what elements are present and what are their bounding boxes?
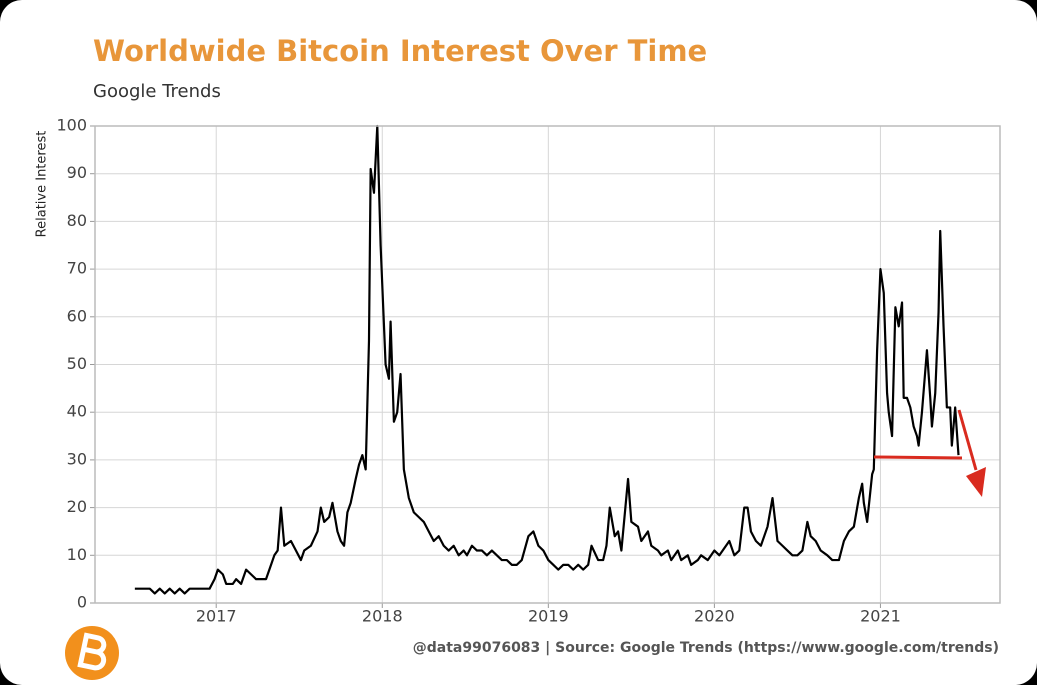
x-tick-label: 2017 xyxy=(196,607,237,626)
support-line xyxy=(873,455,963,460)
arrow-head xyxy=(966,467,986,497)
y-tick-label: 20 xyxy=(67,497,87,516)
x-tick-label: 2021 xyxy=(860,607,901,626)
plot xyxy=(134,124,960,595)
x-tick-label: 2019 xyxy=(528,607,569,626)
bitcoin-logo xyxy=(65,626,119,680)
y-tick-label: 80 xyxy=(67,211,87,230)
plot-frame xyxy=(94,125,1001,604)
y-tick-label: 30 xyxy=(67,449,87,468)
logo-glyph xyxy=(77,632,107,671)
y-tick-label: 90 xyxy=(67,163,87,182)
y-tick-label: 60 xyxy=(67,306,87,325)
x-tick-label: 2018 xyxy=(362,607,403,626)
y-tick-label: 50 xyxy=(67,354,87,373)
chart-subtitle: Google Trends xyxy=(93,81,221,102)
trend-arrow xyxy=(957,409,978,471)
y-tick-label: 10 xyxy=(67,545,87,564)
y-tick-label: 70 xyxy=(67,259,87,278)
footer-source: @data99076083 | Source: Google Trends (h… xyxy=(413,640,999,656)
y-tick-label: 40 xyxy=(67,402,87,421)
data-line xyxy=(134,124,960,595)
x-tick-label: 2020 xyxy=(694,607,735,626)
grid: 0 10 20 30 40 50 60 70 80 90 100 2017 2018 2019 2020 20… xyxy=(56,116,1000,626)
y-tick-label: 0 xyxy=(77,593,87,612)
y-tick-label: 100 xyxy=(56,116,87,135)
chart-title: Worldwide Bitcoin Interest Over Time xyxy=(93,34,707,68)
y-axis-label: Relative Interest xyxy=(35,131,50,238)
